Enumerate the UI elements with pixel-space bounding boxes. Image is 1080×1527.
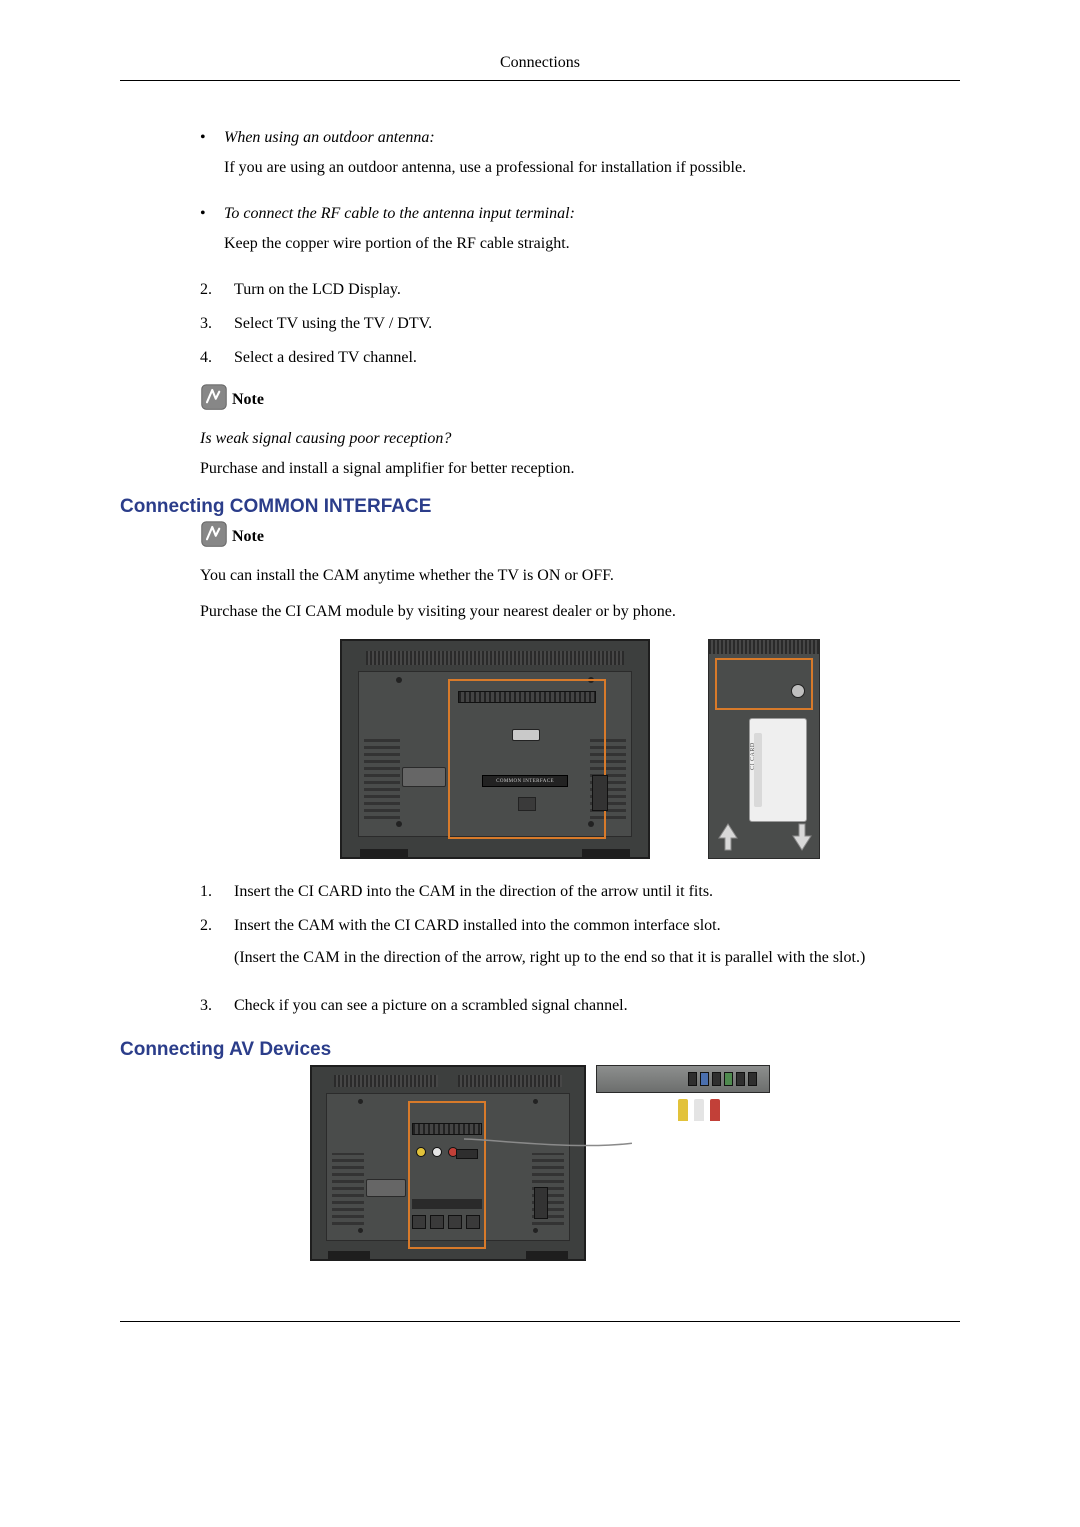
av-figure-row — [120, 1065, 960, 1261]
step-text: Insert the CI CARD into the CAM in the d… — [234, 883, 960, 901]
section-heading-av-devices: Connecting AV Devices — [120, 1039, 960, 1061]
footer-rule — [120, 1321, 960, 1322]
step-item: 2. Turn on the LCD Display. — [200, 281, 960, 299]
tv-back-figure: COMMON INTERFACE — [340, 639, 650, 859]
step-number: 3. — [200, 315, 234, 333]
step-item: 3. Select TV using the TV / DTV. — [200, 315, 960, 333]
step-number: 1. — [200, 883, 234, 901]
step-item: 1. Insert the CI CARD into the CAM in th… — [200, 883, 960, 901]
step-text: Select TV using the TV / DTV. — [234, 315, 960, 333]
step-subtext: (Insert the CAM in the direction of the … — [234, 949, 960, 967]
ci-paragraph-1: You can install the CAM anytime whether … — [200, 567, 960, 585]
note-answer: Purchase and install a signal amplifier … — [200, 460, 960, 478]
note-label: Note — [232, 528, 264, 546]
antenna-section: • When using an outdoor antenna: If you … — [200, 129, 960, 269]
arrow-down-icon — [791, 822, 813, 852]
bullet-text: If you are using an outdoor antenna, use… — [224, 159, 960, 177]
step-text: Select a desired TV channel. — [234, 349, 960, 367]
step-text: Insert the CAM with the CI CARD installe… — [234, 917, 960, 935]
bullet-marker: • — [200, 205, 224, 269]
note-icon — [200, 383, 228, 416]
ci-highlight-box — [448, 679, 606, 839]
page-header: Connections — [120, 54, 960, 81]
av-jacks — [416, 1147, 458, 1157]
bullet-marker: • — [200, 129, 224, 193]
step-number: 2. — [200, 917, 234, 981]
step-text: Turn on the LCD Display. — [234, 281, 960, 299]
jack-video-yellow — [416, 1147, 426, 1157]
bullet-text: Keep the copper wire portion of the RF c… — [224, 235, 960, 253]
ci-paragraph-2: Purchase the CI CAM module by visiting y… — [200, 603, 960, 621]
jack-audio-white — [432, 1147, 442, 1157]
rca-plugs — [678, 1099, 720, 1121]
step-number: 2. — [200, 281, 234, 299]
antenna-note: Note Is weak signal causing poor recepti… — [200, 383, 960, 478]
dvd-player — [596, 1065, 770, 1093]
ci-figure-row: COMMON INTERFACE CI CARD — [200, 639, 960, 859]
plug-white — [694, 1099, 704, 1121]
av-source-device — [596, 1065, 770, 1261]
tv-back-figure-av — [310, 1065, 586, 1261]
plug-red — [710, 1099, 720, 1121]
bullet-heading: To connect the RF cable to the antenna i… — [224, 205, 960, 223]
bullet-item: • When using an outdoor antenna: If you … — [200, 129, 960, 193]
note-icon — [200, 520, 228, 553]
ci-slot-label: COMMON INTERFACE — [482, 775, 568, 787]
step-number: 3. — [200, 997, 234, 1015]
note-label: Note — [232, 391, 264, 409]
common-interface-body: Note You can install the CAM anytime whe… — [200, 520, 960, 1015]
arrow-up-icon — [717, 822, 739, 852]
section-heading-common-interface: Connecting COMMON INTERFACE — [120, 496, 960, 518]
step-item: 4. Select a desired TV channel. — [200, 349, 960, 367]
step-item: 2. Insert the CAM with the CI CARD insta… — [200, 917, 960, 981]
step-item: 3. Check if you can see a picture on a s… — [200, 997, 960, 1015]
antenna-steps: 2. Turn on the LCD Display. 3. Select TV… — [200, 281, 960, 367]
bullet-heading: When using an outdoor antenna: — [224, 129, 960, 147]
step-number: 4. — [200, 349, 234, 367]
step-text: Check if you can see a picture on a scra… — [234, 997, 960, 1015]
note-question: Is weak signal causing poor reception? — [200, 430, 960, 448]
ci-card-label: CI CARD — [750, 742, 756, 770]
bullet-item: • To connect the RF cable to the antenna… — [200, 205, 960, 269]
ci-card: CI CARD — [749, 718, 807, 822]
cam-figure: CI CARD — [708, 639, 820, 859]
plug-yellow — [678, 1099, 688, 1121]
